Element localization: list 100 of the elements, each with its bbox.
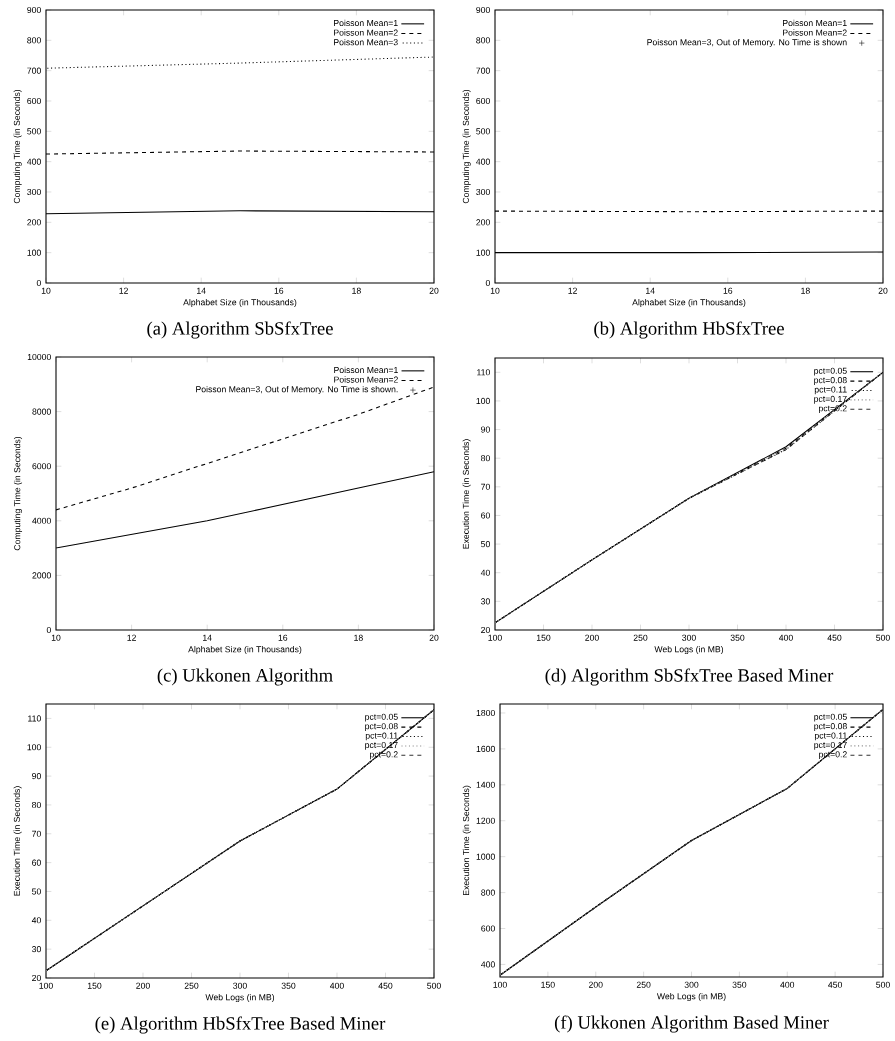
x-tick-label: 16 (274, 287, 284, 294)
x-axis-title: Web Logs (in MB) (205, 993, 275, 1003)
y-tick-label: 30 (481, 598, 491, 605)
x-tick-label: 20 (429, 634, 439, 641)
x-tick-label: 200 (585, 634, 600, 641)
y-axis-title: Execution Time (in Seconds) (462, 439, 471, 549)
y-axis-title: Computing Time (in Seconds) (462, 89, 471, 204)
text: (b) Algorithm HbSfxTree (594, 321, 785, 339)
x-tick-label: 250 (637, 981, 651, 988)
y-tick-label: 0 (485, 279, 491, 287)
legend-label: pct=0.11 (366, 732, 398, 741)
y-tick-label: 80 (32, 801, 42, 808)
x-tick-label: 400 (780, 981, 795, 988)
y-tick-label: 700 (476, 67, 491, 74)
legend-label: Poisson Mean=1 (334, 19, 398, 27)
y-axis-title: Execution Time (in Seconds) (13, 786, 22, 896)
y-tick-label: 60 (481, 512, 491, 519)
y-tick-label: 10000 (28, 353, 52, 361)
y-tick-label: 200 (27, 219, 42, 226)
legend-label: Poisson Mean=3, Out of Memory. No Time is shown (647, 38, 847, 48)
x-tick-label: 450 (378, 982, 393, 989)
x-tick-label: 200 (136, 982, 151, 989)
x-tick-label: 150 (88, 982, 102, 989)
y-tick-label: 50 (481, 541, 491, 548)
x-axis-title: Web Logs (in MB) (654, 645, 724, 655)
y-tick-label: 110 (28, 715, 42, 722)
legend-label: Poisson Mean=2 (783, 29, 847, 36)
x-axis-title: Web Logs (in MB) (657, 993, 726, 1002)
x-tick-label: 150 (537, 634, 551, 641)
x-tick-label: 10 (42, 287, 51, 294)
legend-label: Poisson Mean=1 (783, 19, 847, 27)
x-tick-label: 150 (541, 981, 555, 988)
legend-label: pct=0.05 (814, 367, 847, 376)
y-tick-label: 300 (27, 188, 42, 196)
x-tick-label: 500 (427, 982, 442, 989)
x-tick-label: 10 (52, 634, 61, 641)
y-tick-label: 100 (476, 249, 491, 256)
y-tick-label: 2000 (32, 572, 52, 579)
text: (a) Algorithm SbSfxTree (147, 321, 334, 339)
x-tick-label: 400 (330, 982, 345, 989)
y-tick-label: 70 (32, 830, 42, 837)
legend-label: Poisson Mean=3 (334, 38, 398, 46)
y-tick-label: 110 (477, 369, 491, 376)
y-tick-label: 900 (27, 6, 42, 14)
legend-label: Poisson Mean=2 (334, 29, 398, 36)
legend-label: pct=0.17 (814, 395, 847, 404)
x-tick-label: 350 (730, 634, 745, 641)
x-tick-label: 500 (876, 634, 891, 641)
x-tick-label: 14 (197, 287, 206, 294)
y-tick-label: 100 (27, 249, 42, 256)
x-tick-label: 20 (878, 287, 888, 294)
y-tick-label: 80 (481, 455, 491, 462)
x-tick-label: 16 (278, 634, 288, 641)
y-tick-label: 8000 (32, 408, 52, 415)
x-axis-title: Alphabet Size (in Thousands) (188, 646, 302, 655)
text: (d) Algorithm SbSfxTree Based Miner (545, 668, 834, 686)
x-tick-label: 18 (352, 287, 361, 294)
x-tick-label: 350 (732, 981, 747, 988)
y-tick-label: 90 (481, 426, 491, 433)
y-tick-label: 70 (481, 483, 491, 490)
y-axis-title: Computing Time (in Seconds) (14, 436, 23, 551)
y-axis-title: Execution Time (in Seconds) (462, 785, 472, 896)
y-tick-label: 800 (27, 37, 42, 44)
x-tick-label: 350 (281, 982, 296, 989)
y-tick-label: 600 (481, 925, 496, 932)
y-tick-label: 40 (481, 569, 491, 576)
x-tick-label: 100 (488, 634, 503, 641)
x-axis-title: Alphabet Size (in Thousands) (183, 298, 297, 308)
x-tick-label: 18 (354, 634, 363, 641)
legend-label: pct=0.08 (814, 377, 847, 385)
x-tick-label: 450 (828, 981, 843, 988)
y-tick-label: 20 (481, 626, 491, 634)
y-tick-label: 6000 (32, 463, 52, 470)
y-tick-label: 600 (27, 97, 42, 105)
x-tick-label: 300 (682, 634, 697, 641)
x-tick-label: 250 (633, 634, 648, 641)
y-tick-label: 200 (476, 219, 491, 226)
legend-label: pct=0.11 (815, 386, 847, 395)
x-axis-title: Alphabet Size (in Thousands) (632, 298, 746, 308)
y-tick-label: 900 (476, 6, 491, 14)
y-tick-label: 1600 (476, 745, 496, 752)
x-tick-label: 12 (119, 287, 129, 294)
y-tick-label: 50 (32, 888, 42, 895)
y-tick-label: 90 (32, 773, 42, 780)
y-tick-label: 20 (32, 974, 42, 982)
y-tick-label: 1400 (476, 781, 496, 788)
legend-label: Poisson Mean=1 (334, 366, 399, 374)
legend-label: Poisson Mean=2 (334, 376, 399, 383)
y-tick-label: 1000 (476, 853, 496, 860)
y-tick-label: 4000 (32, 517, 52, 524)
x-tick-label: 300 (684, 981, 699, 988)
x-tick-label: 450 (827, 634, 842, 641)
y-tick-label: 0 (36, 279, 42, 287)
y-tick-label: 500 (476, 128, 491, 135)
x-tick-label: 14 (203, 634, 212, 641)
legend-label: pct=0.11 (815, 732, 847, 741)
x-tick-label: 20 (429, 287, 439, 294)
x-tick-label: 500 (876, 981, 891, 988)
y-tick-label: 400 (27, 158, 42, 165)
y-tick-label: 800 (481, 889, 496, 896)
